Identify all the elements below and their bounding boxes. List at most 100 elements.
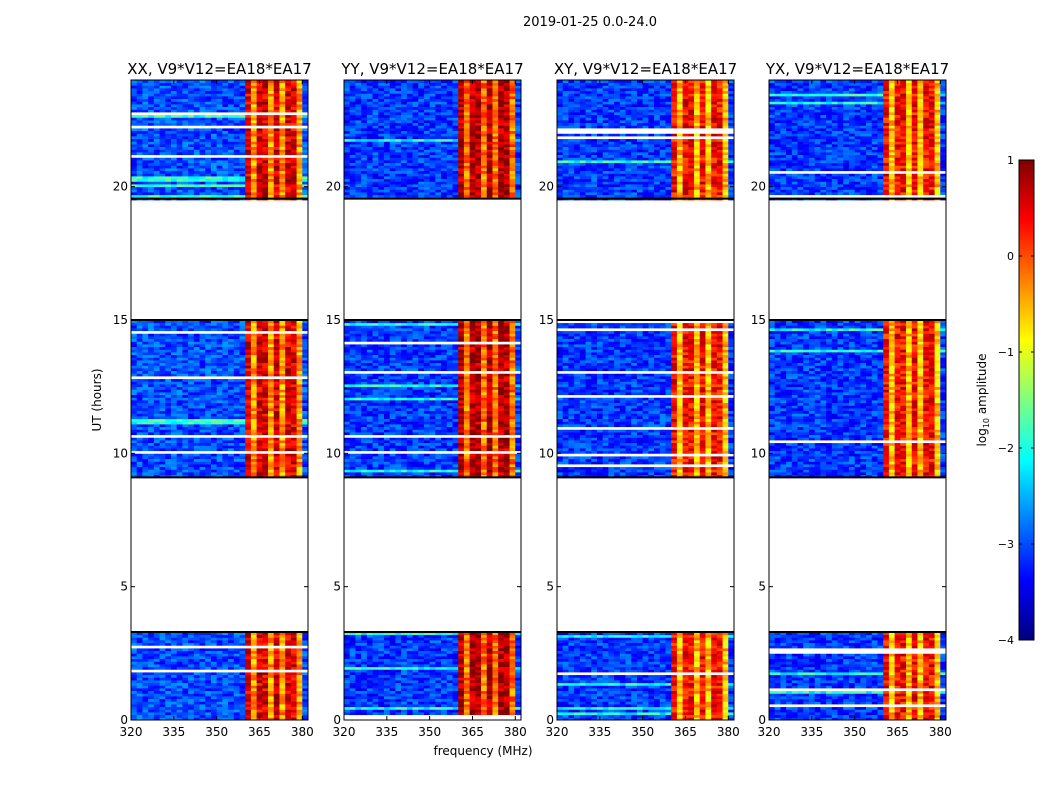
heatmap-cell	[355, 691, 361, 694]
heatmap-cell	[217, 691, 223, 694]
heatmap-cell	[257, 405, 263, 408]
heatmap-cell	[165, 413, 171, 416]
heatmap-cell	[137, 155, 143, 158]
heatmap-cell	[245, 440, 251, 443]
heatmap-cell	[137, 651, 143, 654]
heatmap-cell	[131, 373, 137, 376]
heatmap-cell	[279, 653, 285, 656]
heatmap-cell	[222, 384, 228, 387]
heatmap-cell	[142, 435, 148, 438]
heatmap-cell	[188, 656, 194, 659]
heatmap-cell	[194, 472, 200, 475]
heatmap-cell	[274, 413, 280, 416]
heatmap-cell	[228, 381, 234, 384]
heatmap-cell	[407, 696, 413, 699]
heatmap-cell	[262, 360, 268, 363]
heatmap-cell	[137, 133, 143, 136]
heatmap-cell	[131, 381, 137, 384]
heatmap-cell	[222, 101, 228, 104]
heatmap-cell	[142, 109, 148, 112]
heatmap-cell	[228, 355, 234, 358]
heatmap-cell	[245, 693, 251, 696]
heatmap-cell	[165, 339, 171, 342]
heatmap-cell	[211, 411, 217, 414]
heatmap-cell	[239, 339, 245, 342]
heatmap-cell	[160, 131, 166, 134]
heatmap-cell	[239, 675, 245, 678]
heatmap-cell	[297, 432, 303, 435]
heatmap-cell	[401, 688, 407, 691]
heatmap-cell	[188, 400, 194, 403]
heatmap-cell	[200, 104, 206, 107]
heatmap-cell	[142, 373, 148, 376]
heatmap-cell	[274, 96, 280, 99]
heatmap-cell	[291, 688, 297, 691]
heatmap-cell	[148, 413, 154, 416]
heatmap-cell	[211, 656, 217, 659]
heatmap-cell	[279, 696, 285, 699]
heatmap-cell	[177, 347, 183, 350]
heatmap-cell	[245, 85, 251, 88]
heatmap-cell	[217, 323, 223, 326]
heatmap-cell	[257, 331, 263, 334]
heatmap-cell	[194, 344, 200, 347]
heatmap-cell	[177, 365, 183, 368]
heatmap-cell	[274, 189, 280, 192]
heatmap-cell	[464, 709, 470, 712]
heatmap-cell	[262, 181, 268, 184]
heatmap-cell	[182, 419, 188, 422]
heatmap-cell	[268, 387, 274, 390]
heatmap-cell	[234, 176, 240, 179]
heatmap-cell	[217, 144, 223, 147]
heatmap-cell	[182, 459, 188, 462]
heatmap-cell	[257, 339, 263, 342]
heatmap-cell	[262, 328, 268, 331]
heatmap-cell	[211, 408, 217, 411]
heatmap-cell	[205, 413, 211, 416]
heatmap-cell	[262, 672, 268, 675]
heatmap-cell	[222, 139, 228, 142]
heatmap-cell	[291, 336, 297, 339]
heatmap-cell	[205, 469, 211, 472]
heatmap-cell	[228, 120, 234, 123]
heatmap-cell	[430, 701, 436, 704]
heatmap-cell	[268, 427, 274, 430]
heatmap-cell	[274, 659, 280, 662]
heatmap-cell	[430, 707, 436, 710]
heatmap-cell	[245, 88, 251, 91]
heatmap-cell	[142, 371, 148, 374]
heatmap-cell	[222, 117, 228, 120]
heatmap-cell	[487, 672, 493, 675]
heatmap-cell	[200, 141, 206, 144]
heatmap-cell	[217, 117, 223, 120]
heatmap-cell	[222, 715, 228, 718]
heatmap-cell	[418, 675, 424, 678]
heatmap-cell	[188, 336, 194, 339]
heatmap-cell	[182, 405, 188, 408]
heatmap-cell	[137, 333, 143, 336]
heatmap-cell	[239, 133, 245, 136]
heatmap-cell	[188, 701, 194, 704]
heatmap-cell	[302, 93, 308, 96]
heatmap-cell	[171, 168, 177, 171]
heatmap-cell	[418, 672, 424, 675]
heatmap-cell	[441, 672, 447, 675]
heatmap-cell	[137, 645, 143, 648]
heatmap-cell	[222, 397, 228, 400]
heatmap-cell	[211, 451, 217, 454]
heatmap-cell	[205, 453, 211, 456]
heatmap-cell	[160, 171, 166, 174]
heatmap-cell	[194, 661, 200, 664]
heatmap-cell	[154, 669, 160, 672]
heatmap-cell	[205, 192, 211, 195]
heatmap-cell	[154, 357, 160, 360]
heatmap-cell	[228, 168, 234, 171]
heatmap-cell	[154, 328, 160, 331]
heatmap-cell	[182, 675, 188, 678]
heatmap-cell	[498, 691, 504, 694]
heatmap-cell	[373, 715, 379, 718]
heatmap-cell	[205, 179, 211, 182]
heatmap-cell	[148, 91, 154, 94]
heatmap-cell	[137, 432, 143, 435]
heatmap-cell	[262, 419, 268, 422]
